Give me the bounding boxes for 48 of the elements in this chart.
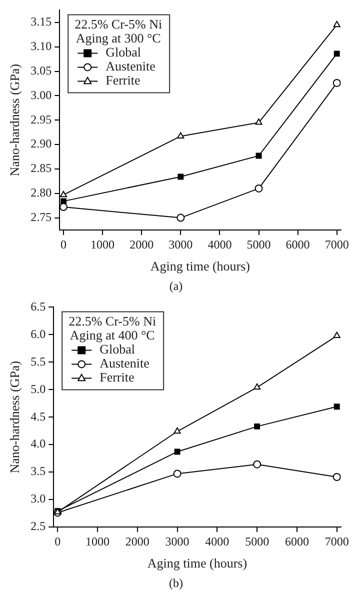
x-tick-label: 7000 — [324, 237, 349, 252]
x-tick-label: 0 — [54, 534, 61, 548]
y-tick-label: 2.85 — [30, 161, 52, 176]
text: (b) — [168, 576, 184, 592]
y-tick-label: 2.90 — [30, 136, 52, 151]
y-axis-title: Nano-hardness (GPa) — [7, 360, 22, 474]
x-tick-label: 3000 — [168, 237, 193, 252]
x-tick-label: 0 — [60, 237, 67, 252]
x-axis-title: Aging time (hours) — [150, 258, 250, 274]
x-tick-label: 4000 — [205, 534, 230, 548]
y-tick-label: 2.80 — [30, 186, 52, 200]
y-tick-label: 3.15 — [30, 14, 52, 29]
y-tick-label: 2.75 — [30, 210, 52, 224]
x-tick-label: 5000 — [246, 237, 271, 252]
x-tick-label: 5000 — [245, 534, 270, 548]
legend-label: Ferrite — [106, 72, 140, 88]
y-tick-label: 3.00 — [30, 88, 52, 102]
y-tick-label: 2.5 — [30, 519, 46, 534]
legend-label: Austenite — [106, 58, 156, 74]
legend-label: Austenite — [100, 356, 150, 371]
y-tick-label: 3.5 — [30, 464, 46, 478]
x-tick-label: 3000 — [165, 534, 190, 548]
x-tick-label: 2000 — [130, 237, 154, 252]
legend-label: Global — [106, 44, 142, 60]
y-tick-label: 6.0 — [30, 326, 46, 341]
x-tick-label: 1000 — [85, 534, 110, 548]
legend-title: 22.5% Cr-5% Ni Aging at 300 °C — [74, 16, 162, 46]
y-tick-label: 5.0 — [30, 382, 46, 396]
y-tick-label: 3.0 — [30, 492, 46, 506]
y-tick-label: 4.0 — [30, 436, 46, 451]
x-axis-title: Aging time (hours) — [147, 556, 248, 571]
x-tick-label: 4000 — [208, 237, 232, 252]
x-tick-label: 1000 — [90, 237, 115, 252]
x-tick-label: 7000 — [324, 534, 349, 548]
y-tick-label: 3.05 — [30, 63, 52, 78]
y-tick-label: 2.95 — [30, 112, 52, 126]
text: (a) — [168, 279, 184, 295]
x-tick-label: 6000 — [284, 534, 309, 548]
y-axis-title: Nano-hardness (GPa) — [7, 64, 22, 176]
legend-title: 22.5% Cr-5% Ni Aging at 400 °C — [68, 314, 156, 343]
y-tick-label: 6.5 — [30, 299, 46, 314]
y-tick-label: 3.10 — [30, 38, 52, 53]
y-tick-label: 4.5 — [30, 409, 46, 424]
legend-label: Ferrite — [100, 370, 134, 385]
x-tick-label: 6000 — [286, 237, 310, 252]
legend-label: Global — [100, 342, 136, 357]
y-tick-label: 5.5 — [30, 354, 46, 368]
x-tick-label: 2000 — [125, 534, 150, 548]
